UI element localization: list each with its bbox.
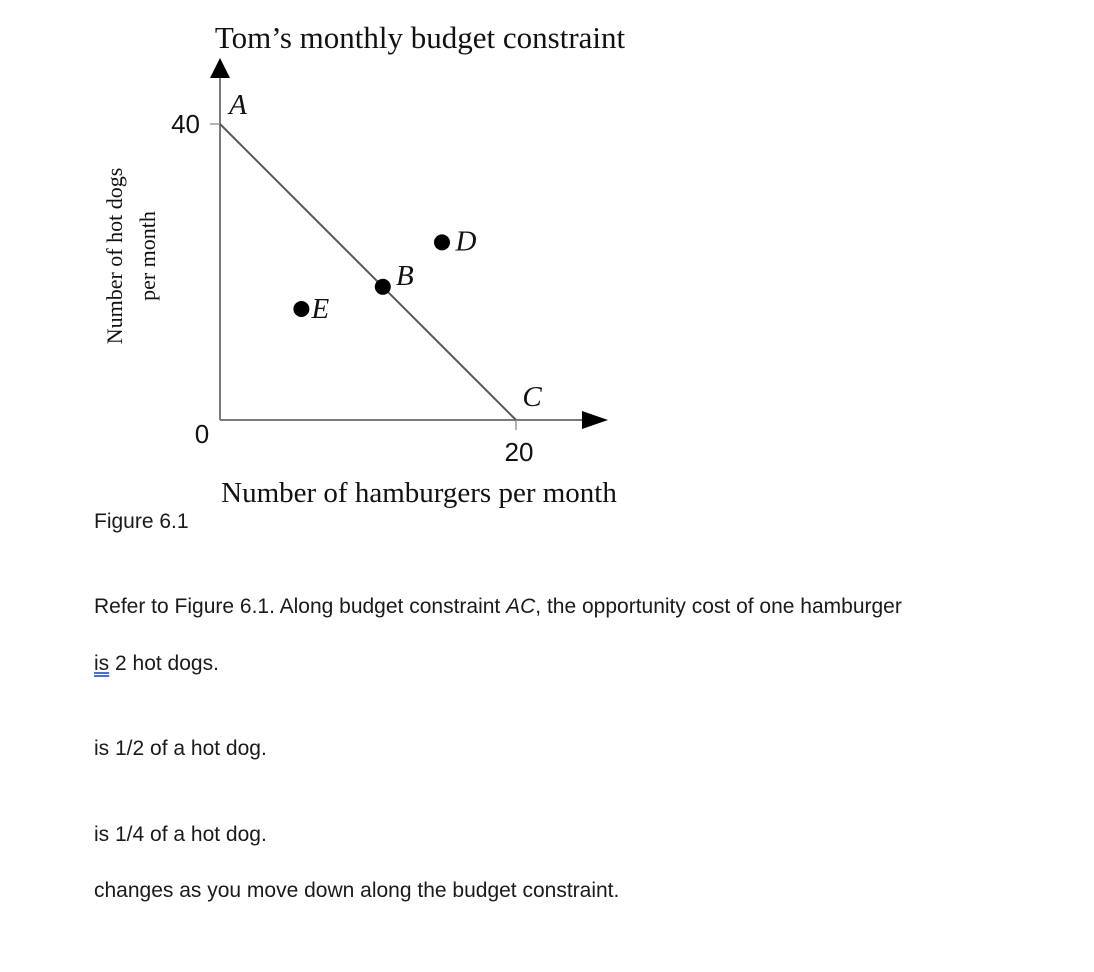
plot-layer: A B C D E: [219, 89, 542, 421]
question-suffix: , the opportunity cost of one hamburger: [535, 595, 902, 618]
answer-option-1-rest: 2 hot dogs.: [109, 652, 219, 675]
y-axis: [210, 58, 230, 420]
point-b-marker: [374, 278, 391, 295]
x-axis-arrow-icon: [582, 411, 608, 429]
answer-option-1-first-word: is: [94, 652, 110, 675]
x-axis-label: Number of hamburgers per month: [221, 477, 617, 509]
y-axis-label-line2: per month: [135, 211, 160, 301]
answer-option-1[interactable]: is 2 hot dogs.: [94, 651, 219, 677]
x-tick-label-0: 0: [195, 419, 209, 449]
chart-title: Tom’s monthly budget constraint: [215, 20, 626, 55]
point-e-label: E: [311, 293, 330, 325]
point-c-label: C: [522, 381, 542, 413]
question-text: Refer to Figure 6.1. Along budget constr…: [94, 594, 902, 620]
point-e-marker: [293, 301, 310, 317]
y-axis-arrow-icon: [210, 58, 230, 78]
budget-constraint-figure: Tom’s monthly budget constraint Number o…: [102, 20, 626, 509]
y-tick-label-40: 40: [171, 109, 200, 139]
y-axis-label-line1: Number of hot dogs: [102, 168, 127, 345]
answer-option-2[interactable]: is 1/2 of a hot dog.: [94, 737, 267, 760]
question-prefix: Refer to Figure 6.1. Along budget constr…: [94, 595, 507, 618]
x-tick-label-20: 20: [505, 437, 534, 467]
point-a-label: A: [227, 89, 247, 121]
point-b-label: B: [396, 260, 414, 292]
figure-caption: Figure 6.1: [94, 510, 189, 533]
answer-option-3[interactable]: is 1/4 of a hot dog.: [94, 823, 267, 846]
point-d-label: D: [455, 225, 477, 257]
budget-line-0: [219, 123, 517, 421]
x-axis: [220, 411, 608, 429]
question-emph: AC: [506, 595, 536, 618]
point-d-marker: [434, 234, 450, 251]
answer-option-4[interactable]: changes as you move down along the budge…: [94, 879, 620, 902]
